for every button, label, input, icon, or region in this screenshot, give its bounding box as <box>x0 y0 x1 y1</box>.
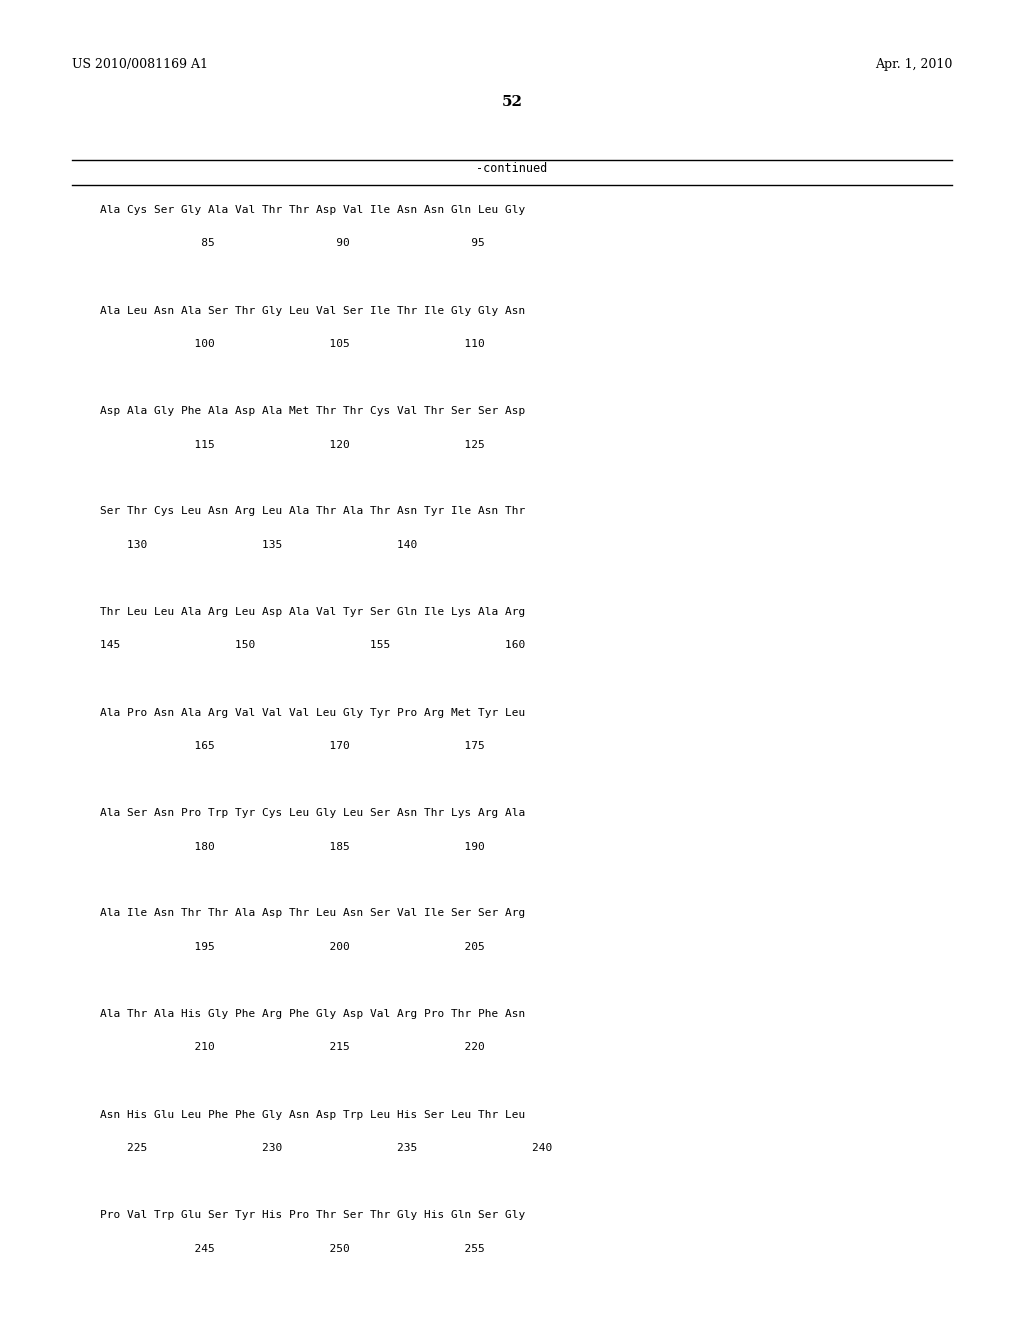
Text: 245                 250                 255: 245 250 255 <box>100 1243 484 1254</box>
Text: Ser Thr Cys Leu Asn Arg Leu Ala Thr Ala Thr Asn Tyr Ile Asn Thr: Ser Thr Cys Leu Asn Arg Leu Ala Thr Ala … <box>100 507 525 516</box>
Text: 210                 215                 220: 210 215 220 <box>100 1043 484 1052</box>
Text: Ala Pro Asn Ala Arg Val Val Val Leu Gly Tyr Pro Arg Met Tyr Leu: Ala Pro Asn Ala Arg Val Val Val Leu Gly … <box>100 708 525 718</box>
Text: Apr. 1, 2010: Apr. 1, 2010 <box>874 58 952 71</box>
Text: 195                 200                 205: 195 200 205 <box>100 942 484 952</box>
Text: Ala Ile Asn Thr Thr Ala Asp Thr Leu Asn Ser Val Ile Ser Ser Arg: Ala Ile Asn Thr Thr Ala Asp Thr Leu Asn … <box>100 908 525 919</box>
Text: Thr Leu Leu Ala Arg Leu Asp Ala Val Tyr Ser Gln Ile Lys Ala Arg: Thr Leu Leu Ala Arg Leu Asp Ala Val Tyr … <box>100 607 525 616</box>
Text: 100                 105                 110: 100 105 110 <box>100 339 484 348</box>
Text: 145                 150                 155                 160: 145 150 155 160 <box>100 640 525 651</box>
Text: -continued: -continued <box>476 162 548 176</box>
Text: 165                 170                 175: 165 170 175 <box>100 741 484 751</box>
Text: Ala Ser Asn Pro Trp Tyr Cys Leu Gly Leu Ser Asn Thr Lys Arg Ala: Ala Ser Asn Pro Trp Tyr Cys Leu Gly Leu … <box>100 808 525 818</box>
Text: 180                 185                 190: 180 185 190 <box>100 842 484 851</box>
Text: Ala Thr Ala His Gly Phe Arg Phe Gly Asp Val Arg Pro Thr Phe Asn: Ala Thr Ala His Gly Phe Arg Phe Gly Asp … <box>100 1008 525 1019</box>
Text: Asn His Glu Leu Phe Phe Gly Asn Asp Trp Leu His Ser Leu Thr Leu: Asn His Glu Leu Phe Phe Gly Asn Asp Trp … <box>100 1110 525 1119</box>
Text: 85                  90                  95: 85 90 95 <box>100 239 484 248</box>
Text: 52: 52 <box>502 95 522 110</box>
Text: 130                 135                 140: 130 135 140 <box>100 540 417 550</box>
Text: Ala Leu Asn Ala Ser Thr Gly Leu Val Ser Ile Thr Ile Gly Gly Asn: Ala Leu Asn Ala Ser Thr Gly Leu Val Ser … <box>100 305 525 315</box>
Text: US 2010/0081169 A1: US 2010/0081169 A1 <box>72 58 208 71</box>
Text: Asp Ala Gly Phe Ala Asp Ala Met Thr Thr Cys Val Thr Ser Ser Asp: Asp Ala Gly Phe Ala Asp Ala Met Thr Thr … <box>100 407 525 416</box>
Text: Ala Cys Ser Gly Ala Val Thr Thr Asp Val Ile Asn Asn Gln Leu Gly: Ala Cys Ser Gly Ala Val Thr Thr Asp Val … <box>100 205 525 215</box>
Text: 225                 230                 235                 240: 225 230 235 240 <box>100 1143 552 1152</box>
Text: 115                 120                 125: 115 120 125 <box>100 440 484 450</box>
Text: Pro Val Trp Glu Ser Tyr His Pro Thr Ser Thr Gly His Gln Ser Gly: Pro Val Trp Glu Ser Tyr His Pro Thr Ser … <box>100 1210 525 1220</box>
